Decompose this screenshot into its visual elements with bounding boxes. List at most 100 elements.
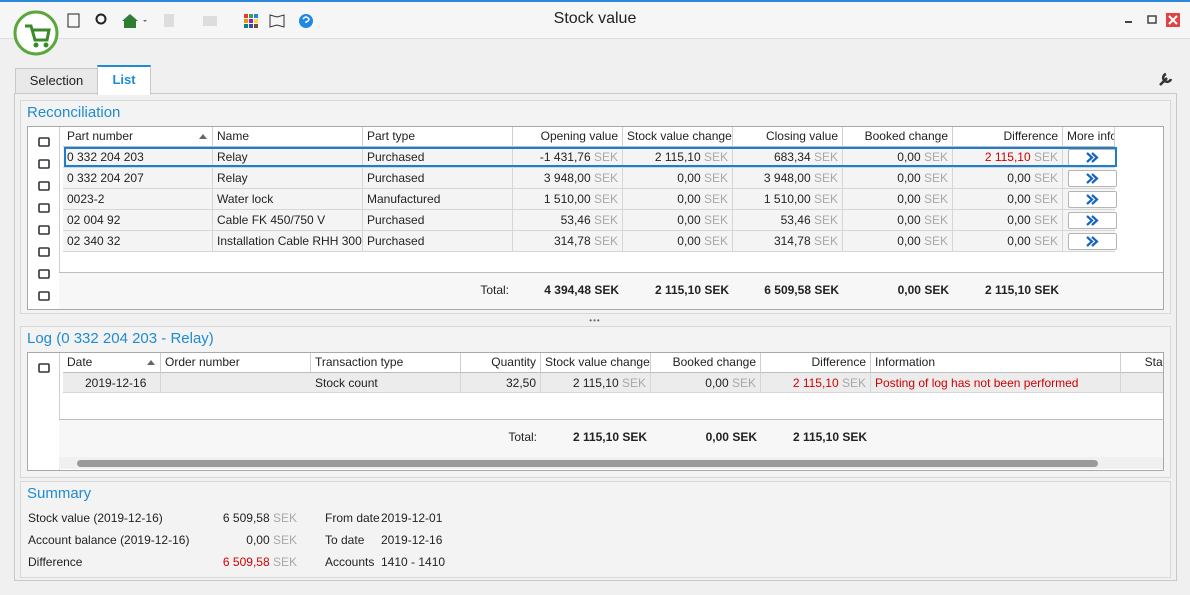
cell-unit: SEK	[272, 511, 297, 525]
more-info-button[interactable]	[1068, 212, 1117, 229]
column-header[interactable]: Name	[213, 127, 363, 147]
column-header[interactable]: Stock value change	[623, 127, 733, 147]
total-value: 0,00 SEK	[897, 283, 949, 297]
maximize-button[interactable]	[1147, 15, 1157, 24]
cell-value: 0,00	[897, 234, 921, 248]
cell-unit: SEK	[813, 150, 838, 164]
grid-tool-icon[interactable]	[37, 245, 51, 259]
cell-unit: SEK	[703, 171, 728, 185]
column-header[interactable]: Part type	[363, 127, 513, 147]
window-controls	[1125, 13, 1180, 27]
grid-tool-icon[interactable]	[37, 223, 51, 237]
cell: 0,00 SEK	[843, 168, 953, 189]
more-info-button[interactable]	[1068, 191, 1117, 208]
cell-unit: SEK	[1033, 192, 1058, 206]
total-value: 2 115,10 SEK	[792, 430, 867, 444]
cell-unit: SEK	[731, 376, 756, 390]
grid-tool-icon[interactable]	[37, 135, 51, 149]
cell-unit: SEK	[272, 555, 297, 569]
column-header[interactable]: More info	[1063, 127, 1115, 147]
column-header[interactable]: Difference	[761, 353, 871, 373]
cell: Installation Cable RHH 300...	[213, 231, 363, 252]
grid-tool-icon[interactable]	[37, 289, 51, 303]
cell-value: 2 115,10	[572, 376, 619, 390]
help-icon[interactable]	[299, 14, 313, 28]
search-icon[interactable]	[95, 13, 107, 25]
close-button[interactable]	[1166, 13, 1180, 27]
column-header[interactable]: Order number	[161, 353, 311, 373]
book-icon[interactable]	[269, 14, 285, 28]
grid-tool-icon[interactable]	[37, 179, 51, 193]
cell-unit: SEK	[813, 192, 838, 206]
column-header[interactable]: Booked change	[843, 127, 953, 147]
title-bar	[0, 2, 1190, 39]
group-title: Reconciliation	[27, 104, 121, 121]
cell-value: 0,00	[897, 171, 921, 185]
cell-value: 0,00	[1007, 234, 1031, 248]
summary-value: 2019-12-01	[381, 511, 443, 525]
cell-unit: SEK	[703, 192, 728, 206]
cell-value: 0,00	[246, 533, 270, 547]
settings-icon[interactable]	[1158, 71, 1174, 87]
more-info-button[interactable]	[1068, 170, 1117, 187]
cell-unit: SEK	[1033, 150, 1058, 164]
list-icon[interactable]	[67, 13, 80, 28]
grid-tool-icon[interactable]	[37, 157, 51, 171]
sort-arrow	[199, 134, 207, 139]
home-icon[interactable]	[122, 14, 138, 28]
tab[interactable]: Selection	[15, 68, 98, 93]
total-value: 4 394,48 SEK	[544, 283, 619, 297]
column-header[interactable]: Part number	[63, 127, 213, 147]
cell-unit: SEK	[593, 234, 618, 248]
cell: 2019-12-16	[63, 373, 161, 393]
cell: 02 340 32	[63, 231, 213, 252]
cell-unit: SEK	[1033, 171, 1058, 185]
column-header[interactable]: Booked change	[651, 353, 761, 373]
app-logo[interactable]	[13, 10, 59, 56]
cell: Posting of log has not been performed	[871, 373, 1121, 393]
tab-active[interactable]: List	[97, 65, 151, 95]
cell: Purchased	[363, 210, 513, 231]
grid-tool-icon[interactable]	[37, 201, 51, 215]
window-title: Stock value	[553, 10, 637, 27]
summary-value: 1410 - 1410	[381, 555, 446, 569]
cell-unit: SEK	[923, 150, 948, 164]
cell-value: 0,00	[897, 192, 921, 206]
column-header[interactable]: Quantity	[461, 353, 541, 373]
scrollbar-thumb[interactable]	[77, 460, 1098, 467]
column-header[interactable]: Closing value	[733, 127, 843, 147]
column-header[interactable]: Difference	[953, 127, 1063, 147]
grid-row	[63, 147, 1115, 168]
cell: Purchased	[363, 168, 513, 189]
grid-icon[interactable]	[244, 14, 258, 28]
grid-tool-icon[interactable]	[37, 361, 51, 375]
cell-unit: SEK	[813, 213, 838, 227]
cell-value: 1 510,00	[763, 192, 811, 206]
cell: Purchased	[363, 147, 513, 168]
total-label: Total:	[480, 283, 509, 297]
cell-value: 683,34	[773, 150, 811, 164]
cell: Manufactured	[363, 189, 513, 210]
column-header[interactable]: Date	[63, 353, 161, 373]
cell: 683,34 SEK	[733, 147, 843, 168]
column-header[interactable]: Stand	[1121, 353, 1163, 373]
column-header[interactable]: Stock value change	[541, 353, 651, 373]
column-header[interactable]: Transaction type	[311, 353, 461, 373]
column-header[interactable]: Information	[871, 353, 1121, 373]
reconciliation-grid: Part number Name Part type Opening value Sto…	[27, 126, 1164, 310]
more-info-button[interactable]	[1068, 233, 1117, 250]
column-header[interactable]: Opening value	[513, 127, 623, 147]
minimize-button[interactable]	[1125, 21, 1132, 23]
cell-unit: SEK	[593, 171, 618, 185]
grid-tool-icon[interactable]	[37, 267, 51, 281]
cell-unit: SEK	[593, 213, 618, 227]
cell: 0,00 SEK	[843, 147, 953, 168]
cell: 32,50	[461, 373, 541, 393]
cell-unit: SEK	[923, 192, 948, 206]
cell: -1 431,76 SEK	[513, 147, 623, 168]
splitter[interactable]: •••	[589, 316, 601, 325]
total-value: 6 509,58 SEK	[764, 283, 839, 297]
cell: 0,00 SEK	[623, 231, 733, 252]
cell: 6 509,58 SEK	[171, 552, 301, 572]
